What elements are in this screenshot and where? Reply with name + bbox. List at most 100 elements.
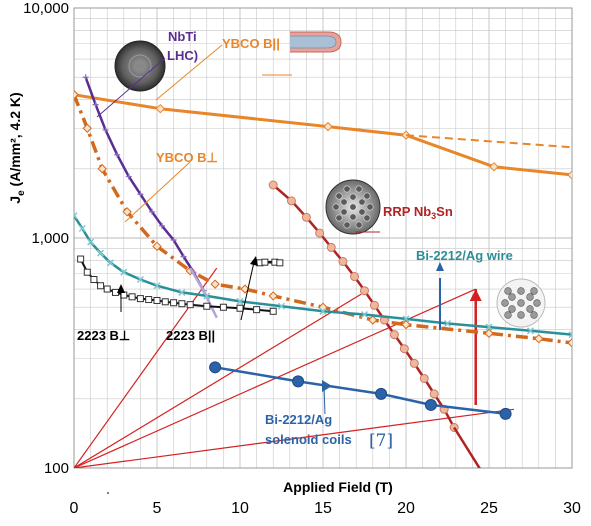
data-point — [136, 295, 144, 303]
filament — [501, 299, 509, 307]
y-axis-label: Je (A/mm², 4.2 K) — [7, 92, 27, 203]
data-point — [120, 268, 128, 276]
data-point — [315, 228, 325, 238]
data-point — [180, 253, 187, 260]
label-nbti: NbTi — [168, 29, 197, 44]
filament — [355, 221, 363, 229]
label-ybco-perp: YBCO B⊥ — [156, 150, 218, 165]
data-point — [240, 284, 250, 294]
y-tick-label: 100 — [44, 460, 69, 477]
filament — [517, 287, 525, 295]
filament — [358, 208, 366, 216]
data-point — [389, 330, 399, 340]
data-point — [203, 302, 211, 310]
data-point — [429, 389, 439, 399]
data-point — [149, 208, 156, 215]
label-bi2212-coils: Bi-2212/Ag — [265, 412, 332, 427]
data-point — [269, 307, 277, 315]
arrow-2223-par — [240, 261, 255, 321]
guide-line — [74, 293, 362, 468]
data-point — [253, 306, 261, 314]
data-point — [489, 162, 499, 172]
data-point — [153, 296, 161, 304]
tick-labels: 0 5 10 15 20 25 30 100 1,000 10,000 — [23, 0, 581, 517]
data-point — [125, 173, 132, 180]
label-bi2212-wire: Bi-2212/Ag wire — [416, 248, 513, 263]
data-point — [82, 123, 92, 133]
filament — [340, 198, 348, 206]
filament — [526, 305, 534, 313]
data-point — [97, 282, 105, 290]
leader-lines — [96, 44, 441, 494]
data-point — [178, 300, 186, 308]
data-point — [401, 319, 411, 330]
data-point — [276, 259, 284, 267]
data-point — [136, 275, 144, 284]
data-point — [203, 292, 211, 300]
data-point — [567, 338, 572, 348]
data-point — [401, 130, 411, 140]
data-point — [369, 300, 379, 310]
data-point — [443, 319, 452, 328]
filament — [343, 221, 351, 229]
filament — [355, 185, 363, 193]
nbti-cable-illustration — [114, 40, 166, 92]
data-point — [261, 258, 269, 266]
data-point — [170, 237, 177, 244]
data-point — [114, 151, 121, 158]
plot-frame — [73, 7, 573, 469]
data-point — [419, 373, 429, 383]
data-point — [534, 333, 544, 344]
data-point — [360, 286, 369, 296]
y-tick-label: 1,000 — [31, 230, 69, 247]
filament — [504, 311, 512, 319]
data-point — [74, 212, 78, 220]
filament — [363, 214, 371, 222]
grid — [74, 8, 572, 468]
data-point — [137, 191, 144, 198]
x-tick-label: 30 — [563, 500, 581, 517]
data-point — [145, 296, 153, 304]
data-point — [399, 344, 409, 354]
data-point — [122, 207, 132, 217]
label-rrp-nb3sn: RRP Nb3Sn — [383, 204, 453, 221]
label-2223-par: 2223 B|| — [166, 328, 215, 343]
data-point — [277, 302, 286, 310]
data-point — [153, 282, 161, 290]
data-point — [375, 387, 388, 400]
x-tick-label: 20 — [397, 500, 415, 517]
data-point — [409, 358, 419, 368]
data-point — [526, 327, 535, 335]
data-point — [292, 375, 305, 388]
x-tick-label: 10 — [231, 500, 249, 517]
filament — [508, 305, 516, 313]
filament — [340, 208, 348, 216]
data-point — [178, 288, 186, 296]
filament — [358, 198, 366, 206]
data-point — [78, 224, 86, 233]
data-point — [350, 272, 360, 282]
data-point — [82, 74, 89, 81]
x-tick-label: 15 — [314, 500, 332, 517]
data-point — [92, 101, 99, 108]
x-axis-label: Applied Field (T) — [283, 479, 393, 495]
series-nbti-tail — [189, 267, 218, 319]
label-nbti-lhc: LHC) — [167, 48, 198, 63]
data-point — [128, 293, 136, 301]
data-point — [77, 255, 85, 263]
x-tick-label: 0 — [70, 500, 79, 517]
data-point — [209, 361, 222, 374]
arrowhead-2223-par — [250, 256, 258, 266]
data-point — [90, 276, 98, 284]
filament — [332, 203, 340, 211]
data-point — [155, 103, 166, 114]
filament — [343, 185, 351, 193]
data-point — [97, 164, 107, 174]
data-point — [210, 279, 220, 289]
coil-arrowhead — [322, 380, 332, 392]
data-point — [268, 291, 278, 301]
data-point — [286, 196, 296, 206]
filament — [349, 213, 357, 221]
data-point — [106, 259, 115, 267]
